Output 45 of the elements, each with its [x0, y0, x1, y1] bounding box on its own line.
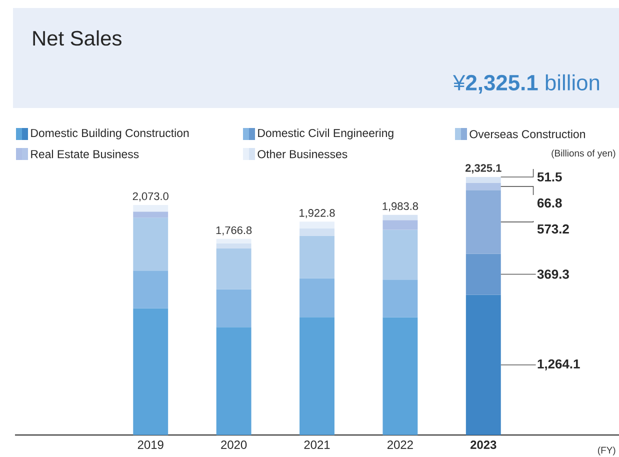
- data-label: 51.5: [537, 172, 562, 182]
- bar: [300, 222, 334, 228]
- bar: [382, 214, 418, 220]
- x-tick-label: 2019: [138, 440, 164, 449]
- data-label: 66.8: [537, 198, 562, 208]
- total-label: 2,073.0: [132, 192, 168, 202]
- bar: [216, 238, 252, 244]
- legend-label: Overseas Construction: [470, 130, 585, 138]
- chart-title: Net Sales: [33, 30, 122, 46]
- bar: [216, 248, 252, 290]
- bar: [300, 278, 334, 318]
- x-tick-label: 2022: [387, 440, 413, 449]
- x-tick-label: 2021: [304, 440, 330, 449]
- text: (Billions of yen): [552, 150, 616, 158]
- legend-label: Other Businesses: [258, 150, 348, 158]
- bar: [133, 308, 168, 435]
- bar: [300, 317, 334, 435]
- total-label: 1,922.8: [300, 209, 335, 218]
- bar: [466, 182, 501, 190]
- bar: [382, 280, 418, 318]
- x-tick-label: 2020: [221, 440, 247, 449]
- text: (FY): [598, 446, 616, 456]
- data-label: 1,264.1: [538, 359, 580, 370]
- data-label: 573.2: [537, 224, 569, 234]
- bar: [466, 254, 501, 295]
- bar: [133, 204, 168, 212]
- x-tick-label: 2023: [470, 440, 496, 449]
- bar: [133, 270, 168, 308]
- bar: [216, 289, 252, 328]
- bar: [382, 317, 418, 435]
- bar: [466, 176, 501, 183]
- legend-label: Domestic Building Construction: [31, 128, 189, 140]
- bar: [216, 327, 252, 435]
- total-label: 1,766.8: [216, 226, 252, 236]
- bar: [216, 243, 252, 248]
- chart-subtitle: ¥2,325.1 billion: [452, 74, 600, 94]
- bar: [466, 190, 501, 254]
- total-label: 2,325.1: [465, 164, 502, 174]
- legend-label: Domestic Civil Engineering: [258, 128, 394, 140]
- bar: [300, 228, 334, 236]
- legend-label: Real Estate Business: [31, 150, 139, 158]
- data-label: 369.3: [537, 270, 569, 279]
- total-label: 1,983.8: [382, 202, 418, 212]
- bar: [466, 294, 501, 435]
- bar: [300, 236, 334, 278]
